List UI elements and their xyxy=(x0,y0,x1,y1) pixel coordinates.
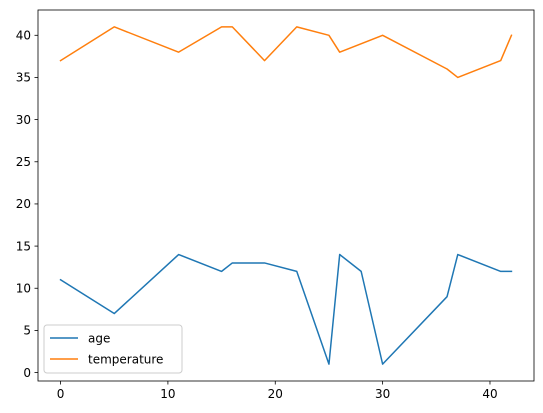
y-tick-label: 35 xyxy=(16,71,31,85)
y-tick-label: 10 xyxy=(16,281,31,295)
series-line-temperature xyxy=(59,26,513,79)
x-tick-label: 10 xyxy=(160,387,175,401)
x-tick-label: 0 xyxy=(57,387,65,401)
x-tick-label: 40 xyxy=(482,387,497,401)
x-axis: 0 10 20 30 40 xyxy=(57,381,498,401)
legend-label-temperature: temperature xyxy=(88,352,163,366)
axes-frame xyxy=(37,9,535,382)
y-axis: 0 5 10 15 20 25 30 35 40 xyxy=(16,28,38,380)
y-tick-label: 5 xyxy=(23,324,31,338)
x-tick-label: 30 xyxy=(375,387,390,401)
legend-box xyxy=(43,324,183,374)
y-tick-label: 40 xyxy=(16,28,31,42)
y-tick-label: 20 xyxy=(16,197,31,211)
legend: age temperature xyxy=(43,324,183,374)
y-tick-label: 15 xyxy=(16,239,31,253)
x-tick-label: 20 xyxy=(268,387,283,401)
y-tick-label: 30 xyxy=(16,113,31,127)
legend-label-age: age xyxy=(88,331,110,345)
plot-area xyxy=(59,26,513,365)
series-line-age xyxy=(59,253,513,365)
y-tick-label: 25 xyxy=(16,155,31,169)
y-tick-label: 0 xyxy=(23,366,31,380)
